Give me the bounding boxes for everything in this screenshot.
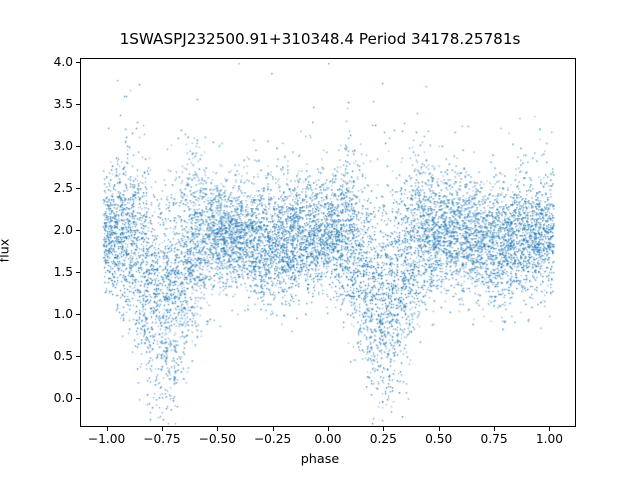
x-tick-label: −0.25 [253, 432, 292, 446]
y-axis-label: flux [0, 238, 13, 263]
y-tick-label: 3.5 [53, 97, 73, 112]
x-tick-label: 0.75 [480, 432, 508, 446]
x-tick-label: 1.00 [535, 432, 563, 446]
x-tick-mark [106, 427, 108, 431]
y-tick-label: 1.5 [53, 264, 73, 279]
x-tick-mark [328, 427, 329, 431]
x-axis-label: phase [300, 452, 340, 467]
x-tick-mark [494, 427, 496, 431]
x-tick-label: −0.50 [198, 432, 236, 446]
x-tick-label: 0.00 [314, 432, 342, 446]
y-tick-mark [76, 271, 80, 273]
y-tick-label: 3.0 [53, 139, 73, 154]
plot-axes-frame [80, 58, 576, 427]
chart-title: 1SWASPJ232500.91+310348.4 Period 34178.2… [119, 30, 521, 48]
y-tick-label: 0.0 [53, 390, 73, 405]
y-tick-mark [76, 146, 80, 148]
x-tick-mark [272, 427, 274, 431]
x-tick-mark [161, 427, 163, 431]
y-tick-mark [76, 229, 80, 231]
y-tick-label: 0.5 [53, 348, 73, 363]
y-tick-mark [76, 313, 80, 315]
y-tick-mark [76, 62, 80, 64]
x-tick-label: −1.00 [87, 432, 126, 446]
x-tick-label: 0.25 [369, 432, 397, 446]
y-tick-mark [76, 397, 80, 399]
scatter-plot-points [81, 59, 575, 426]
x-tick-mark [217, 427, 219, 431]
x-tick-mark [549, 427, 551, 431]
x-tick-mark [438, 427, 440, 431]
y-tick-label: 2.5 [53, 180, 73, 195]
x-tick-mark [383, 427, 385, 431]
y-tick-label: 1.0 [53, 306, 73, 321]
x-tick-label: −0.75 [143, 432, 181, 446]
x-tick-label: 0.50 [425, 432, 453, 446]
y-tick-mark [76, 187, 80, 189]
y-tick-label: 4.0 [53, 55, 73, 70]
y-tick-mark [76, 355, 80, 357]
y-tick-mark [76, 104, 80, 106]
y-tick-label: 2.0 [53, 222, 73, 237]
